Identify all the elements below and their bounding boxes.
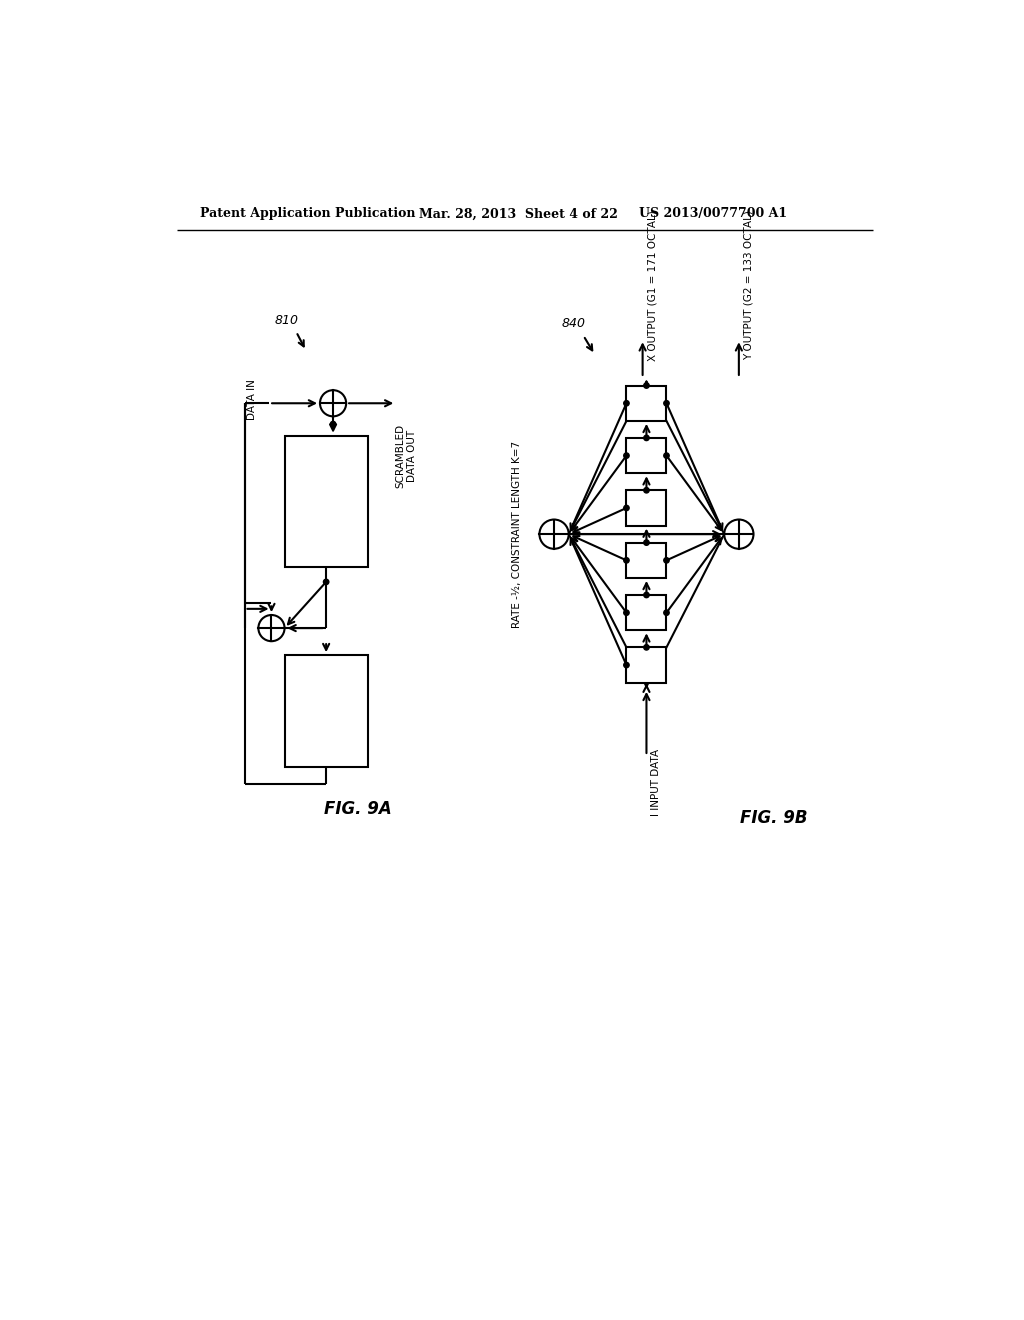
Bar — [627, 543, 667, 578]
Text: Y OUTPUT (G2 = 133 OCTAL): Y OUTPUT (G2 = 133 OCTAL) — [743, 210, 754, 360]
Bar — [627, 647, 667, 682]
Bar — [285, 436, 368, 566]
Circle shape — [644, 436, 649, 441]
Circle shape — [664, 610, 669, 615]
Text: $x^4$   $x^3$   $x^2$   $x^1$: $x^4$ $x^3$ $x^2$ $x^1$ — [316, 450, 336, 552]
Circle shape — [540, 520, 568, 549]
Circle shape — [664, 453, 669, 458]
Bar — [285, 655, 368, 767]
Circle shape — [624, 663, 629, 668]
Circle shape — [331, 421, 336, 426]
Text: SCRAMBLED
DATA OUT: SCRAMBLED DATA OUT — [395, 424, 417, 488]
Circle shape — [624, 557, 629, 564]
Circle shape — [624, 506, 629, 511]
Circle shape — [624, 610, 629, 615]
Text: RATE -½, CONSTRAINT LENGTH K=7: RATE -½, CONSTRAINT LENGTH K=7 — [512, 441, 522, 628]
Circle shape — [644, 540, 649, 545]
Text: DATA IN: DATA IN — [247, 379, 257, 420]
Circle shape — [624, 453, 629, 458]
Text: $x^7$   $x^6$   $x^5$: $x^7$ $x^6$ $x^5$ — [316, 675, 336, 748]
Bar — [627, 490, 667, 525]
Text: X OUTPUT (G1 = 171 OCTAL): X OUTPUT (G1 = 171 OCTAL) — [647, 210, 657, 360]
Circle shape — [258, 615, 285, 642]
Circle shape — [624, 400, 629, 407]
Bar — [627, 595, 667, 631]
Circle shape — [319, 391, 346, 416]
Circle shape — [664, 400, 669, 407]
Circle shape — [644, 644, 649, 649]
Text: I INPUT DATA: I INPUT DATA — [651, 750, 662, 817]
Circle shape — [724, 520, 754, 549]
Circle shape — [324, 579, 329, 585]
Circle shape — [644, 487, 649, 492]
Text: FIG. 9A: FIG. 9A — [324, 800, 391, 818]
Text: Mar. 28, 2013  Sheet 4 of 22: Mar. 28, 2013 Sheet 4 of 22 — [419, 207, 618, 220]
Text: US 2013/0077700 A1: US 2013/0077700 A1 — [639, 207, 786, 220]
Text: 810: 810 — [274, 314, 298, 326]
Circle shape — [664, 557, 669, 564]
Text: Patent Application Publication: Patent Application Publication — [200, 207, 416, 220]
Bar — [627, 438, 667, 474]
Circle shape — [644, 593, 649, 598]
Text: 840: 840 — [561, 317, 586, 330]
Text: FIG. 9B: FIG. 9B — [739, 809, 807, 826]
Circle shape — [644, 383, 649, 388]
Bar — [627, 385, 667, 421]
